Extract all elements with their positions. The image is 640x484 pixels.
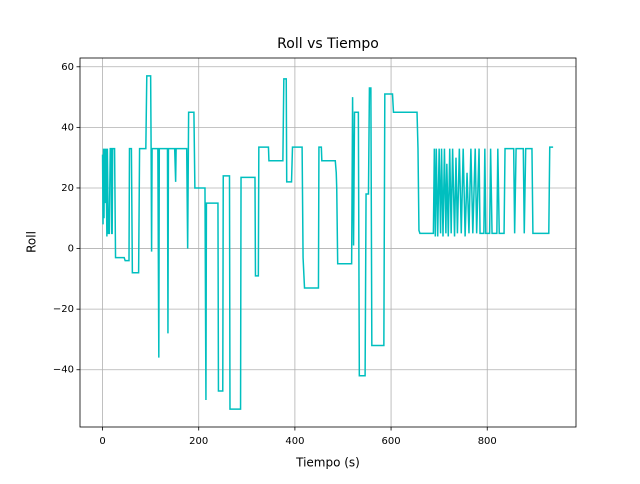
x-tick-label: 800	[478, 436, 497, 447]
y-tick-label: −20	[53, 304, 74, 315]
chart-title: Roll vs Tiempo	[277, 36, 379, 52]
x-tick-label: 600	[382, 436, 401, 447]
x-axis-label: Tiempo (s)	[295, 456, 360, 470]
x-tick-label: 200	[189, 436, 208, 447]
x-tick-label: 0	[99, 436, 105, 447]
y-tick-label: 20	[61, 183, 74, 194]
y-tick-label: −40	[53, 365, 74, 376]
y-axis-label: Roll	[25, 231, 39, 253]
plot-frame	[79, 57, 577, 428]
y-tick-label: 40	[61, 122, 74, 133]
y-tick-label: 60	[61, 62, 74, 73]
x-tick-label: 400	[285, 436, 304, 447]
y-tick-label: 0	[68, 244, 74, 255]
data-line	[101, 75, 554, 410]
